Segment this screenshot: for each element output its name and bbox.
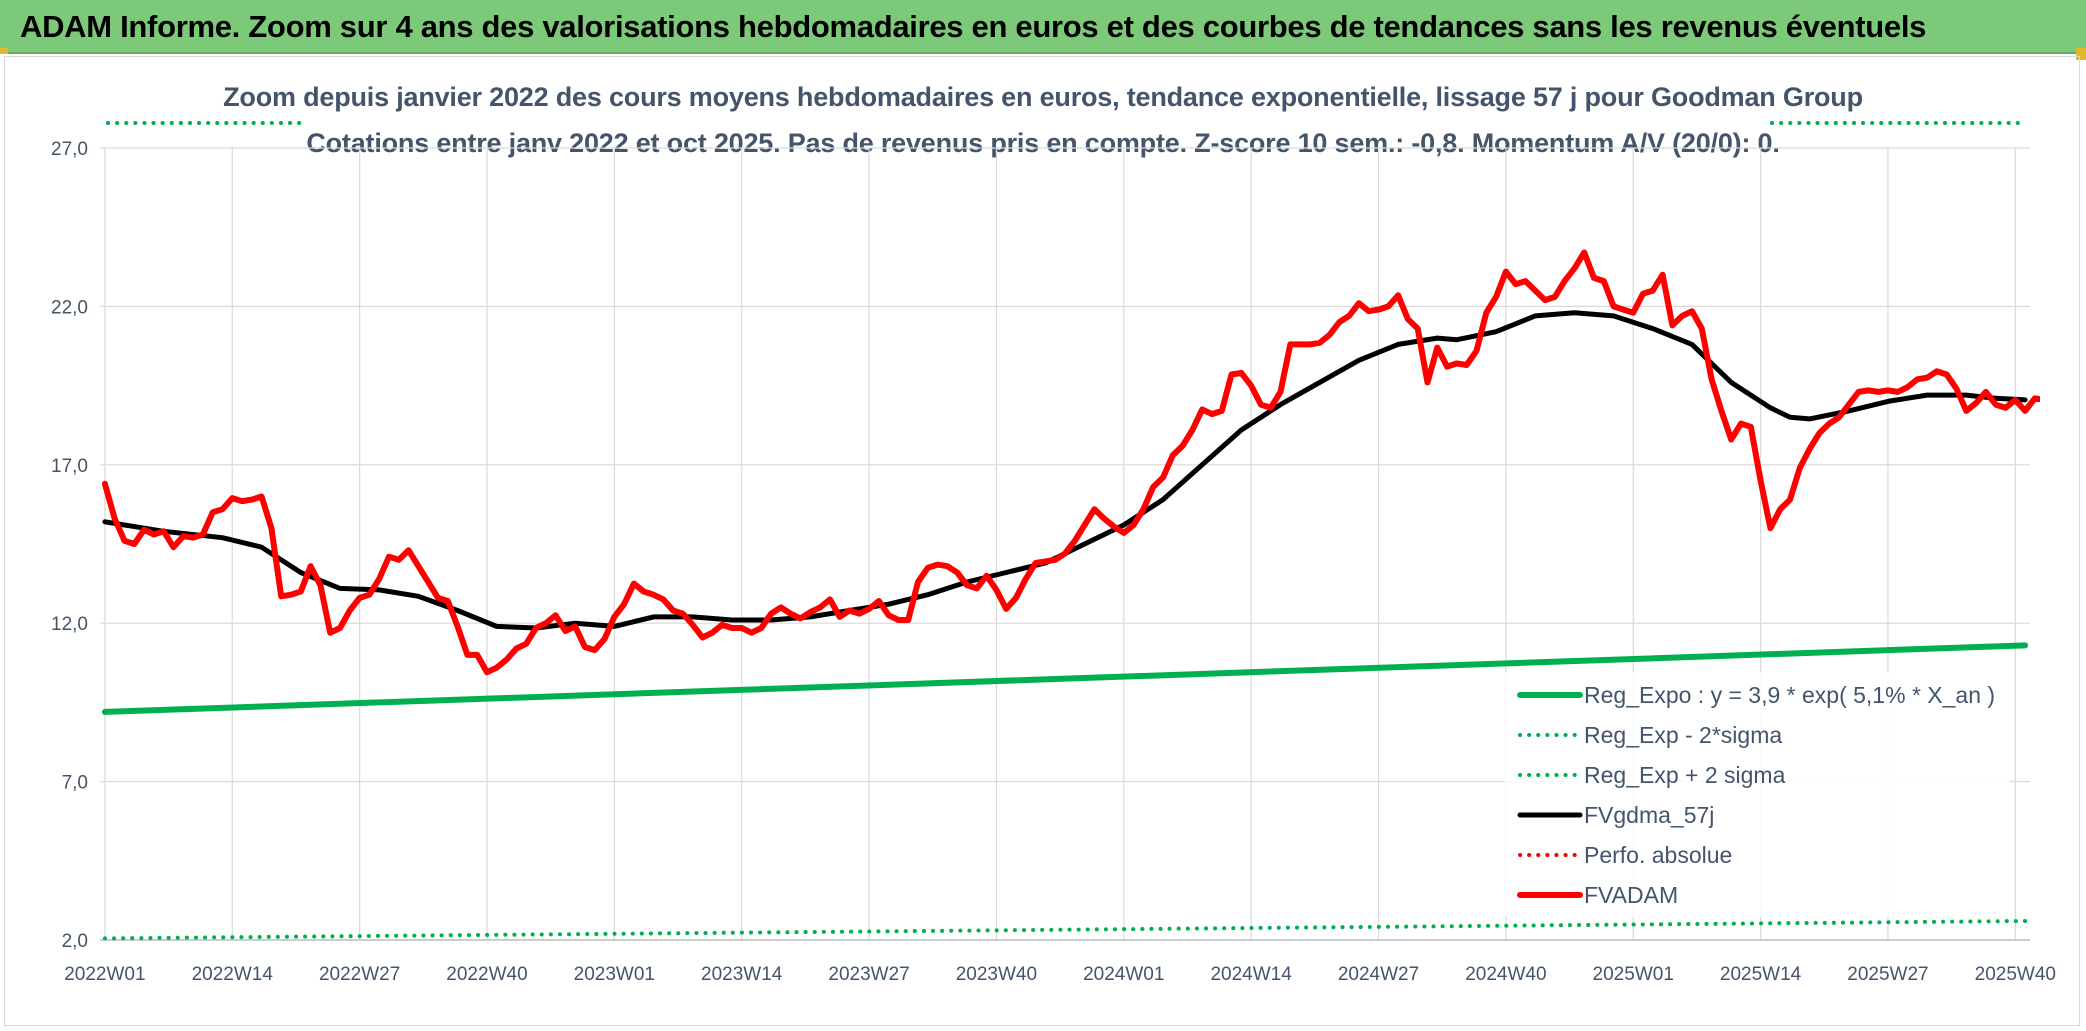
series-lines	[101, 0, 2040, 941]
series-fvgdma-57j	[102, 310, 2028, 631]
y-tick-label: 7,0	[62, 773, 88, 794]
x-tick-label: 2023W14	[701, 964, 783, 985]
x-tick-label: 2025W01	[1593, 964, 1674, 985]
plus-sigma-title-gap-left	[100, 122, 305, 130]
x-tick-label: 2023W01	[574, 964, 655, 985]
y-tick-label: 22,0	[51, 297, 88, 318]
y-tick-label: 12,0	[51, 614, 88, 635]
x-tick-label: 2024W01	[1083, 964, 1164, 985]
legend-label-perfo-absolue: Perfo. absolue	[1584, 842, 1732, 868]
legend: Reg_Expo : y = 3,9 * exp( 5,1% * X_an ) R…	[1505, 672, 2010, 917]
x-tick-label: 2025W40	[1975, 964, 2056, 985]
header-banner: ADAM Informe. Zoom sur 4 ans des valoris…	[0, 0, 2086, 54]
report-title: ADAM Informe. Zoom sur 4 ans des valoris…	[20, 9, 1927, 44]
x-tick-label: 2024W27	[1338, 964, 1419, 985]
chart-subtitle: Cotations entre janv 2022 et oct 2025. P…	[306, 128, 1780, 158]
x-tick-label: 2022W14	[192, 964, 274, 985]
y-axis-ticks: 2,0 7,0 12,0 17,0 22,0 27,0	[51, 139, 88, 952]
chart-title: Zoom depuis janvier 2022 des cours moyen…	[223, 82, 1863, 112]
legend-label-fvgdma-57j: FVgdma_57j	[1584, 802, 1714, 828]
legend-label-reg-exp-2-sigma: Reg_Exp + 2 sigma	[1584, 762, 1786, 788]
accent-mark-right	[2076, 48, 2086, 60]
y-tick-label: 17,0	[51, 456, 88, 477]
chart-frame	[4, 56, 2080, 1026]
x-tick-label: 2024W14	[1210, 964, 1292, 985]
series-reg-expo-y-3-9-exp-5-1-x-an	[101, 642, 2029, 715]
y-tick-label: 2,0	[62, 931, 88, 952]
legend-label-reg-expo-y-3-9-exp-5-1-x-an: Reg_Expo : y = 3,9 * exp( 5,1% * X_an )	[1584, 682, 1995, 708]
accent-mark-left	[0, 48, 8, 54]
legend-label-reg-exp-2-sigma: Reg_Exp - 2*sigma	[1584, 722, 1782, 748]
x-tick-label: 2023W27	[828, 964, 909, 985]
series-reg-exp-2-sigma	[102, 919, 2028, 941]
x-tick-label: 2025W27	[1847, 964, 1928, 985]
series-reg-exp-2-sigma	[105, 0, 2025, 53]
x-tick-label: 2022W01	[64, 964, 145, 985]
y-tick-label: 27,0	[51, 139, 88, 160]
legend-background	[1505, 672, 2010, 917]
grid-lines	[100, 147, 2030, 941]
x-tick-label: 2022W40	[446, 964, 527, 985]
series-fvadam	[101, 249, 2040, 676]
legend-label-fvadam: FVADAM	[1584, 882, 1678, 908]
x-axis-ticks: 2022W01 2022W14 2022W27 2022W40 2023W01 2023W…	[64, 964, 2056, 985]
x-tick-label: 2025W14	[1720, 964, 1802, 985]
x-tick-label: 2022W27	[319, 964, 400, 985]
x-tick-label: 2024W40	[1465, 964, 1546, 985]
x-tick-label: 2023W40	[956, 964, 1037, 985]
